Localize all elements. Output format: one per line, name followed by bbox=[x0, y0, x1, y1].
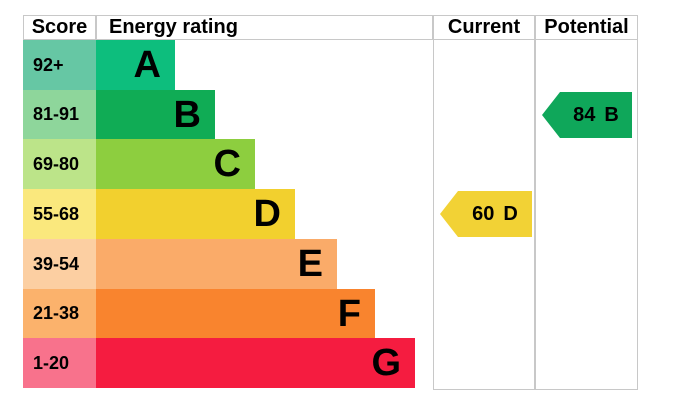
band-row-d: 55-68 D bbox=[23, 189, 295, 239]
potential-band-letter: B bbox=[604, 103, 619, 126]
score-range-label: 92+ bbox=[23, 40, 96, 90]
score-range-label: 55-68 bbox=[23, 189, 96, 239]
header-current: Current bbox=[433, 15, 535, 40]
current-rating-arrow: 60 D bbox=[440, 191, 532, 237]
score-range-label: 21-38 bbox=[23, 289, 96, 338]
potential-column bbox=[535, 15, 638, 390]
band-letter: B bbox=[173, 93, 201, 136]
band-row-c: 69-80 C bbox=[23, 139, 255, 189]
rating-bar-c: C bbox=[96, 139, 255, 189]
header-energy-rating: Energy rating bbox=[96, 15, 433, 40]
rating-bar-a: A bbox=[96, 40, 175, 90]
score-range-label: 81-91 bbox=[23, 90, 96, 139]
rating-bar-f: F bbox=[96, 289, 375, 338]
band-letter: A bbox=[133, 44, 161, 86]
score-range-label: 1-20 bbox=[23, 338, 96, 388]
band-row-e: 39-54 E bbox=[23, 239, 337, 289]
rating-bar-e: E bbox=[96, 239, 337, 289]
potential-rating-arrow: 84 B bbox=[542, 92, 632, 138]
current-score-value: 60 bbox=[472, 202, 495, 225]
band-letter: C bbox=[213, 143, 241, 185]
band-row-a: 92+ A bbox=[23, 40, 175, 90]
current-column bbox=[433, 15, 535, 390]
band-row-f: 21-38 F bbox=[23, 289, 375, 338]
band-letter: D bbox=[253, 193, 281, 235]
band-letter: F bbox=[337, 292, 361, 335]
score-range-label: 69-80 bbox=[23, 139, 96, 189]
potential-score-value: 84 bbox=[573, 103, 596, 126]
score-range-label: 39-54 bbox=[23, 239, 96, 289]
current-band-letter: D bbox=[503, 202, 518, 225]
rating-bar-b: B bbox=[96, 90, 215, 139]
rating-bar-d: D bbox=[96, 189, 295, 239]
header-score: Score bbox=[23, 15, 96, 40]
band-letter: E bbox=[297, 243, 323, 285]
band-row-b: 81-91 B bbox=[23, 90, 215, 139]
band-row-g: 1-20 G bbox=[23, 338, 415, 388]
band-letter: G bbox=[371, 342, 401, 384]
rating-bar-g: G bbox=[96, 338, 415, 388]
